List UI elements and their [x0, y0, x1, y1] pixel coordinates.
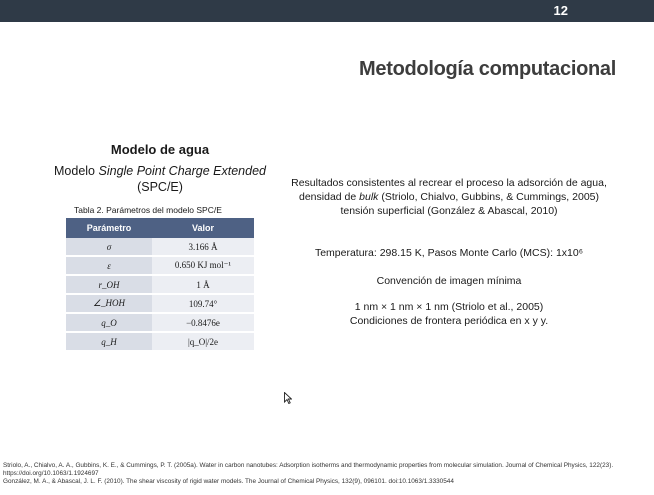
- parameter-value: 109.74°: [152, 294, 254, 314]
- table-header: Parámetro: [66, 218, 152, 238]
- model-italic: Single Point Charge Extended: [98, 164, 266, 178]
- table-caption: Tabla 2. Parámetros del modelo SPC/E: [74, 205, 222, 215]
- parameter-value: 0.650 KJ mol⁻¹: [152, 256, 254, 276]
- results-text: Resultados consistentes al recrear el pr…: [291, 177, 607, 203]
- parameter-symbol: q_O: [66, 313, 152, 333]
- table-row: q_O −0.8476e: [66, 313, 254, 333]
- table-row: q_H |q_O|/2e: [66, 332, 254, 352]
- table-row: σ 3.166 Å: [66, 238, 254, 257]
- results-text: (Striolo, Chialvo, Gubbins, & Cummings, …: [340, 191, 599, 217]
- table-row: ε 0.650 KJ mol⁻¹: [66, 256, 254, 276]
- table-row: r_OH 1 Å: [66, 275, 254, 295]
- slide-title: Metodología computacional: [359, 58, 616, 80]
- parameter-symbol: σ: [66, 238, 152, 257]
- parameter-value: |q_O|/2e: [152, 332, 254, 352]
- parameter-symbol: q_H: [66, 332, 152, 352]
- convention-line: Convención de imagen mínima: [376, 275, 522, 287]
- water-model-section: Modelo de agua Modelo Single Point Charg…: [40, 142, 280, 215]
- box-size-lines: 1 nm × 1 nm × 1 nm (Striolo et al., 2005…: [284, 300, 614, 328]
- model-heading: Modelo de agua: [110, 142, 210, 157]
- mouse-pointer-icon: [284, 392, 292, 404]
- page-number: 12: [553, 3, 568, 18]
- table-header: Valor: [152, 218, 254, 238]
- model-name: Modelo Single Point Charge Extended (SPC…: [40, 163, 280, 195]
- slide-header-bar: 12: [0, 0, 654, 22]
- parameters-table: Parámetro Valor σ 3.166 Å ε 0.650 KJ mol…: [66, 218, 254, 352]
- reference-item: González, M. A., & Abascal, J. L. F. (20…: [3, 478, 454, 485]
- model-prefix: Modelo: [54, 164, 99, 178]
- results-paragraph: Resultados consistentes al recrear el pr…: [284, 176, 614, 218]
- boundary-conditions: Condiciones de frontera periódica en x y…: [349, 315, 549, 327]
- model-abbrev: (SPC/E): [137, 180, 183, 194]
- temperature-line: Temperatura: 298.15 K, Pasos Monte Carlo…: [314, 247, 584, 259]
- parameter-value: 3.166 Å: [152, 238, 254, 257]
- parameter-symbol: ∠_HOH: [66, 294, 152, 314]
- parameter-symbol: r_OH: [66, 275, 152, 295]
- table-row: ∠_HOH 109.74°: [66, 294, 254, 314]
- bulk-italic: bulk: [359, 191, 379, 203]
- references: Striolo, A., Chialvo, A. A., Gubbins, K.…: [3, 462, 651, 486]
- parameter-value: 1 Å: [152, 275, 254, 295]
- box-size: 1 nm × 1 nm × 1 nm (Striolo et al., 2005…: [354, 301, 544, 313]
- parameter-symbol: ε: [66, 256, 152, 276]
- reference-item: Striolo, A., Chialvo, A. A., Gubbins, K.…: [3, 462, 614, 477]
- parameter-value: −0.8476e: [152, 313, 254, 333]
